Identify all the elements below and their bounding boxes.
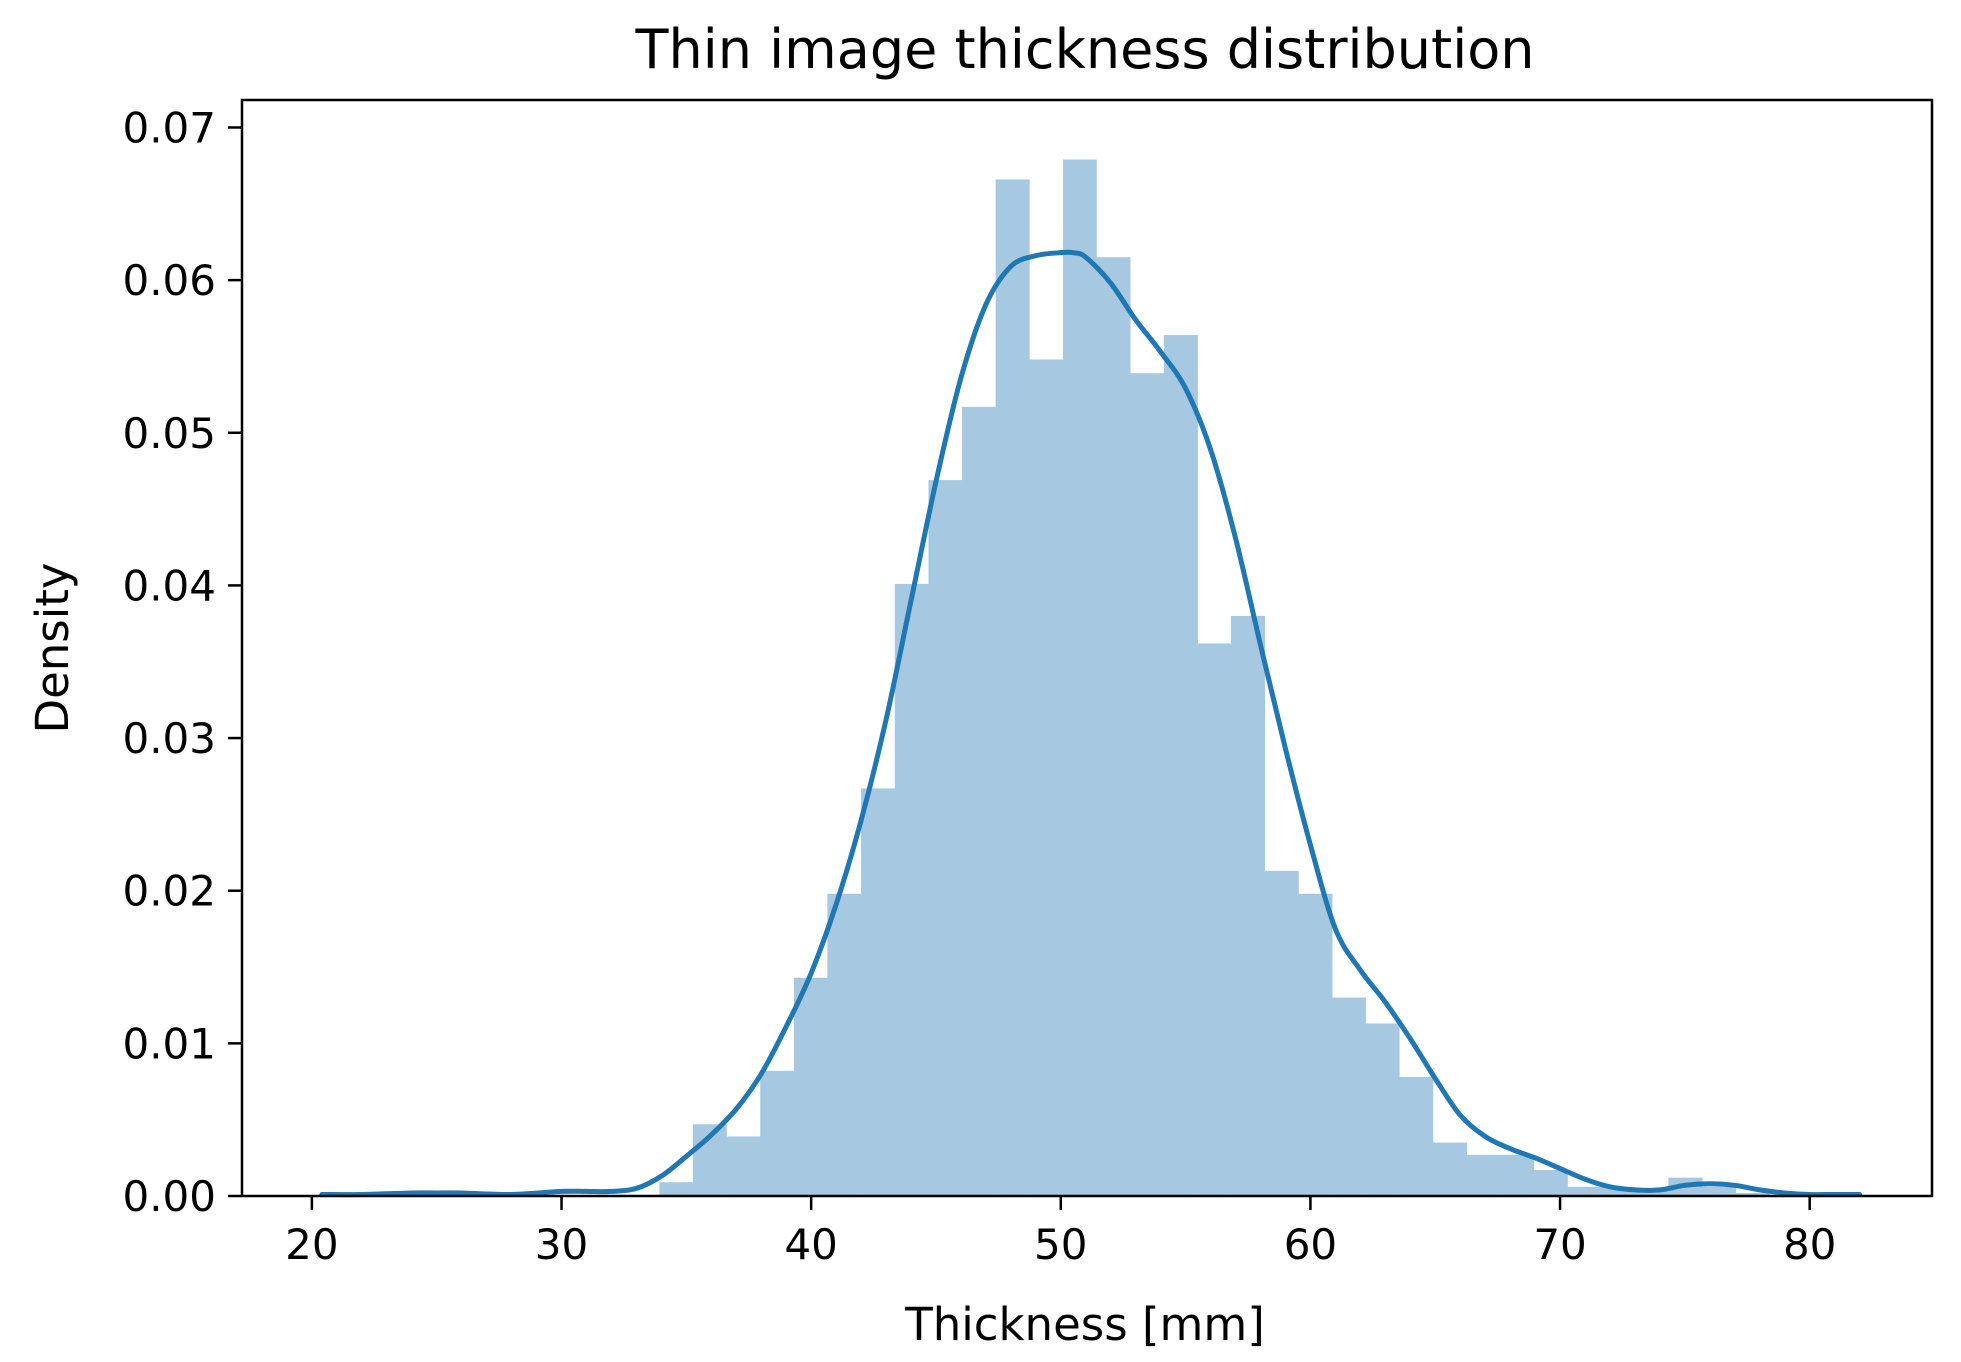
y-axis: 0.00 0.01 0.02 0.03 0.04 0.05 0.06 0.07 <box>122 103 242 1221</box>
histogram-bar <box>1197 643 1232 1196</box>
x-axis-label: Thickness [mm] <box>904 1298 1265 1351</box>
y-tick-label: 0.04 <box>122 561 216 610</box>
chart-title: Thin image thickness distribution <box>635 18 1535 81</box>
x-tick-label: 50 <box>1034 1220 1087 1269</box>
histogram-bar <box>1601 1186 1635 1196</box>
histogram-bar <box>1332 997 1366 1196</box>
histogram-bar <box>1365 1023 1400 1196</box>
histogram-bars <box>322 159 1837 1197</box>
histogram-bar <box>1634 1191 1669 1196</box>
histogram-bar <box>1163 335 1198 1197</box>
histogram-bar <box>1231 615 1266 1196</box>
histogram-bar <box>995 179 1030 1196</box>
histogram-bar <box>1533 1170 1568 1196</box>
y-tick-label: 0.00 <box>122 1172 216 1221</box>
histogram-bar <box>1735 1192 1770 1196</box>
y-tick-label: 0.06 <box>122 256 216 305</box>
histogram-bar <box>1567 1186 1602 1196</box>
histogram-bar <box>1063 159 1097 1196</box>
histogram-bar <box>793 977 828 1196</box>
histogram-bar <box>961 406 996 1196</box>
y-tick-label: 0.07 <box>122 103 216 152</box>
x-tick-label: 80 <box>1783 1220 1836 1269</box>
x-tick-label: 20 <box>285 1220 338 1269</box>
x-tick-label: 60 <box>1284 1220 1337 1269</box>
histogram-bar <box>659 1182 694 1196</box>
histogram-bar <box>861 788 896 1196</box>
y-tick-label: 0.03 <box>122 714 216 763</box>
y-tick-label: 0.02 <box>122 867 216 916</box>
x-axis: 20 30 40 50 60 70 80 <box>285 1196 1836 1269</box>
histogram-bar <box>894 583 929 1196</box>
histogram-bar <box>1500 1154 1535 1196</box>
y-tick-label: 0.01 <box>122 1019 216 1068</box>
plot-frame <box>240 98 1934 1198</box>
histogram-bar <box>1399 1076 1434 1196</box>
x-tick-label: 40 <box>784 1220 837 1269</box>
histogram-bar <box>1264 870 1299 1196</box>
x-tick-label: 70 <box>1533 1220 1586 1269</box>
histogram-bar <box>1096 257 1131 1197</box>
histogram-bar <box>726 1136 761 1196</box>
histogram-bar <box>827 893 862 1196</box>
histogram-bar <box>1298 893 1333 1196</box>
y-axis-label: Density <box>26 562 79 733</box>
histogram-bar <box>1029 359 1064 1196</box>
histogram-bar <box>928 480 963 1197</box>
kde-curve <box>319 249 1863 1198</box>
histogram-bar <box>1466 1154 1501 1196</box>
histogram-bar <box>1432 1142 1467 1196</box>
histogram-bar <box>760 1070 795 1196</box>
x-tick-label: 30 <box>535 1220 588 1269</box>
y-tick-label: 0.05 <box>122 409 216 458</box>
histogram-bar <box>1702 1186 1737 1196</box>
histogram-bar <box>1130 373 1165 1196</box>
